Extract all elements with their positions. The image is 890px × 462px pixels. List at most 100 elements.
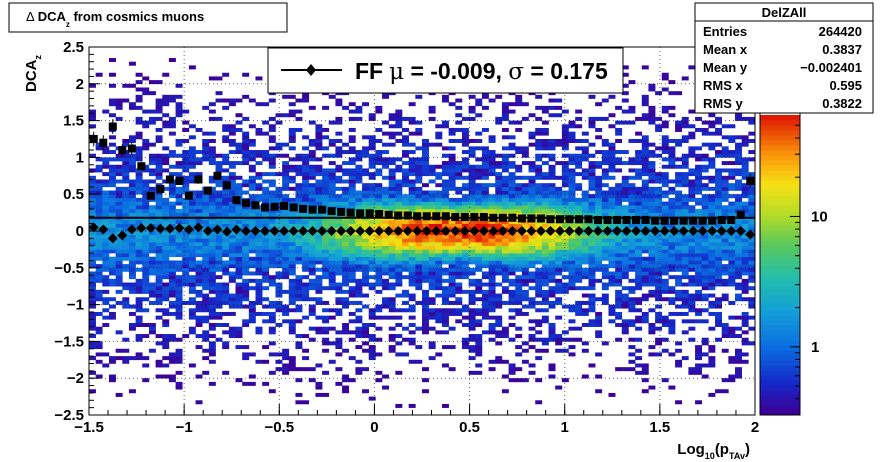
heatmap-cell <box>335 245 343 250</box>
heatmap-cell <box>242 264 250 269</box>
heatmap-cell <box>168 231 176 235</box>
heatmap-cell <box>295 227 303 232</box>
heatmap-cell <box>621 249 629 254</box>
heatmap-cell <box>362 153 370 158</box>
heatmap-cell <box>142 278 150 283</box>
heatmap-cell <box>648 186 656 191</box>
heatmap-cell <box>715 212 722 217</box>
heatmap-cell <box>741 267 749 272</box>
heatmap-cell <box>342 389 350 394</box>
heatmap-cell <box>408 238 416 243</box>
heatmap-cell <box>288 197 296 202</box>
heatmap-cell <box>455 197 463 202</box>
heatmap-cell <box>355 190 363 195</box>
heatmap-cell <box>208 289 216 294</box>
heatmap-cell <box>235 161 243 166</box>
heatmap-cell <box>501 374 509 379</box>
heatmap-cell <box>255 208 263 213</box>
heatmap-cell <box>395 190 403 195</box>
heatmap-cell <box>135 168 143 173</box>
heatmap-cell <box>255 234 263 239</box>
heatmap-cell <box>488 161 496 166</box>
heatmap-cell <box>441 183 449 188</box>
heatmap-cell <box>368 139 376 143</box>
heatmap-cell <box>422 183 429 188</box>
heatmap-cell <box>315 201 323 206</box>
heatmap-cell <box>415 186 423 191</box>
heatmap-cell <box>728 242 736 247</box>
heatmap-cell <box>135 98 143 103</box>
heatmap-cell <box>422 146 429 151</box>
heatmap-cell <box>368 153 376 158</box>
heatmap-cell <box>342 385 350 390</box>
heatmap-cell <box>128 183 136 188</box>
heatmap-cell <box>182 161 190 166</box>
heatmap-cell <box>435 172 443 177</box>
heatmap-cell <box>108 58 116 63</box>
heatmap-cell <box>315 253 323 258</box>
heatmap-cell <box>501 113 509 118</box>
heatmap-cell <box>422 157 429 162</box>
heatmap-cell <box>441 164 449 169</box>
heatmap-cell <box>515 150 523 155</box>
heatmap-cell <box>382 374 389 379</box>
heatmap-cell <box>515 308 523 313</box>
heatmap-cell <box>648 260 656 265</box>
heatmap-cell <box>315 297 323 302</box>
heatmap-cell <box>668 297 676 302</box>
heatmap-cell <box>188 238 196 243</box>
heatmap-cell <box>388 271 396 276</box>
heatmap-cell <box>128 139 136 143</box>
heatmap-cell <box>195 271 203 276</box>
heatmap-cell <box>568 260 576 265</box>
heatmap-cell <box>615 337 623 342</box>
heatmap-cell <box>248 175 256 180</box>
heatmap-cell <box>568 201 576 206</box>
heatmap-cell <box>595 264 603 269</box>
heatmap-cell <box>648 109 656 114</box>
heatmap-cell <box>215 256 223 261</box>
heatmap-cell <box>168 124 176 129</box>
y-tick-label: 2.5 <box>63 39 84 56</box>
heatmap-cell <box>661 245 669 250</box>
heatmap-cell <box>188 219 196 224</box>
heatmap-cell <box>128 286 136 291</box>
heatmap-cell <box>375 337 383 342</box>
heatmap-cell <box>242 319 250 324</box>
heatmap-cell <box>235 334 243 339</box>
heatmap-cell <box>215 242 223 247</box>
heatmap-cell <box>695 212 703 217</box>
heatmap-cell <box>115 289 123 294</box>
heatmap-cell <box>155 275 163 280</box>
heatmap-cell <box>89 113 96 118</box>
heatmap-cell <box>315 146 323 151</box>
heatmap-cell <box>108 223 116 228</box>
heatmap-cell <box>735 161 742 166</box>
heatmap-cell <box>661 146 669 151</box>
y-tick-label: −2 <box>67 370 84 387</box>
heatmap-cell <box>395 139 403 143</box>
heatmap-cell <box>468 194 476 199</box>
heatmap-cell <box>348 168 356 173</box>
heatmap-cell <box>268 282 276 287</box>
heatmap-cell <box>468 289 476 294</box>
heatmap-cell <box>188 212 196 217</box>
heatmap-cell <box>422 297 429 302</box>
heatmap-cell <box>175 249 183 254</box>
heatmap-cell <box>555 315 563 320</box>
heatmap-cell <box>708 161 716 166</box>
heatmap-cell <box>561 231 569 235</box>
heatmap-cell <box>288 223 296 228</box>
heatmap-cell <box>235 293 243 298</box>
heatmap-cell <box>108 72 116 77</box>
heatmap-cell <box>675 197 683 202</box>
heatmap-cell <box>168 271 176 276</box>
heatmap-cell <box>342 264 350 269</box>
heatmap-cell <box>415 271 423 276</box>
heatmap-cell <box>688 367 696 372</box>
heatmap-cell <box>481 238 489 243</box>
heatmap-cell <box>561 124 569 129</box>
heatmap-cell <box>375 205 383 210</box>
heatmap-cell <box>608 271 616 276</box>
heatmap-cell <box>408 212 416 217</box>
